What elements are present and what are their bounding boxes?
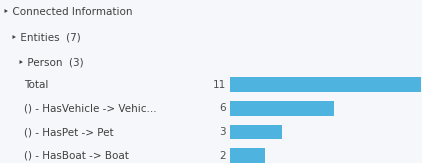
- Text: ‣ Connected Information: ‣ Connected Information: [3, 7, 133, 17]
- Text: Total: Total: [24, 80, 49, 90]
- Text: 3: 3: [219, 127, 226, 137]
- Text: 2: 2: [219, 151, 226, 161]
- Bar: [230, 101, 334, 116]
- Text: () - HasBoat -> Boat: () - HasBoat -> Boat: [24, 151, 130, 161]
- Bar: [230, 77, 421, 92]
- Bar: [230, 125, 282, 139]
- Text: 11: 11: [213, 80, 226, 90]
- Text: 6: 6: [219, 103, 226, 113]
- Text: () - HasPet -> Pet: () - HasPet -> Pet: [24, 127, 114, 137]
- Text: ‣ Entities  (7): ‣ Entities (7): [11, 33, 80, 43]
- Text: () - HasVehicle -> Vehic...: () - HasVehicle -> Vehic...: [24, 103, 157, 113]
- Bar: [230, 148, 265, 163]
- Text: ‣ Person  (3): ‣ Person (3): [18, 58, 84, 68]
